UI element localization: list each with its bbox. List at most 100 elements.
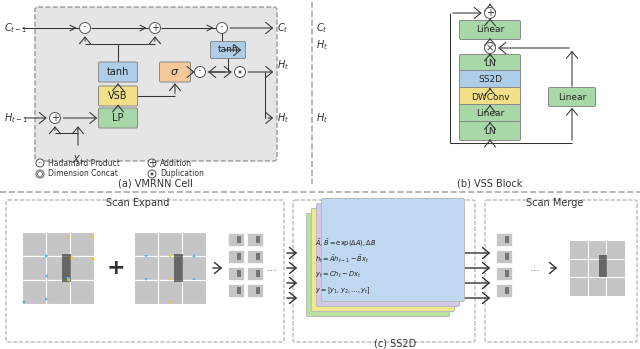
Text: +: + bbox=[151, 23, 159, 33]
Text: +: + bbox=[107, 258, 125, 278]
FancyArrow shape bbox=[45, 274, 68, 278]
Bar bbox=[228, 267, 244, 280]
Circle shape bbox=[79, 22, 90, 34]
Bar bbox=[134, 232, 158, 256]
FancyBboxPatch shape bbox=[293, 200, 475, 342]
Bar bbox=[158, 232, 182, 256]
Text: (a) VMRNN Cell: (a) VMRNN Cell bbox=[118, 179, 193, 189]
Text: $C_{t-1}$: $C_{t-1}$ bbox=[4, 21, 28, 35]
Bar bbox=[256, 236, 260, 243]
Bar bbox=[182, 232, 206, 256]
Text: tanh: tanh bbox=[107, 67, 129, 77]
Text: Hadamard Product: Hadamard Product bbox=[48, 158, 120, 168]
FancyArrow shape bbox=[144, 258, 148, 281]
FancyArrow shape bbox=[168, 235, 172, 258]
FancyBboxPatch shape bbox=[321, 199, 465, 302]
Text: tanh: tanh bbox=[218, 45, 238, 54]
Bar bbox=[569, 277, 588, 296]
FancyArrow shape bbox=[72, 257, 95, 261]
Text: $H_t$: $H_t$ bbox=[316, 38, 328, 52]
Bar bbox=[182, 256, 206, 280]
Bar bbox=[496, 233, 512, 246]
Text: LN: LN bbox=[484, 126, 496, 135]
Text: Duplication: Duplication bbox=[160, 170, 204, 178]
FancyArrow shape bbox=[70, 255, 74, 280]
FancyBboxPatch shape bbox=[317, 203, 460, 306]
Text: ·: · bbox=[220, 22, 224, 35]
Bar bbox=[228, 233, 244, 246]
Circle shape bbox=[148, 159, 156, 167]
Bar bbox=[569, 240, 588, 259]
FancyBboxPatch shape bbox=[485, 200, 637, 342]
FancyArrow shape bbox=[25, 254, 49, 258]
Circle shape bbox=[484, 7, 495, 18]
Bar bbox=[70, 256, 94, 280]
Circle shape bbox=[239, 70, 241, 74]
Bar bbox=[256, 253, 260, 260]
Bar bbox=[134, 256, 158, 280]
Text: LP: LP bbox=[112, 113, 124, 123]
Circle shape bbox=[216, 22, 227, 34]
Text: $y = [y_1, y_2, \ldots, y_t]$: $y = [y_1, y_2, \ldots, y_t]$ bbox=[315, 286, 371, 296]
Text: Linear: Linear bbox=[558, 92, 586, 102]
Bar bbox=[606, 277, 625, 296]
FancyBboxPatch shape bbox=[460, 88, 520, 106]
Text: $C_t$: $C_t$ bbox=[277, 21, 289, 35]
Text: ...: ... bbox=[267, 263, 277, 273]
Bar bbox=[158, 280, 182, 304]
Text: Linear: Linear bbox=[476, 110, 504, 119]
FancyBboxPatch shape bbox=[307, 214, 449, 317]
FancyBboxPatch shape bbox=[460, 21, 520, 39]
Bar bbox=[505, 269, 509, 277]
Bar bbox=[588, 277, 606, 296]
Bar bbox=[22, 280, 46, 304]
Text: ...: ... bbox=[529, 263, 540, 273]
Bar bbox=[70, 232, 94, 256]
Bar bbox=[22, 232, 46, 256]
FancyArrow shape bbox=[90, 235, 94, 259]
FancyBboxPatch shape bbox=[460, 104, 520, 124]
FancyBboxPatch shape bbox=[159, 62, 191, 82]
Bar bbox=[496, 267, 512, 280]
Text: $H_t$: $H_t$ bbox=[277, 58, 289, 72]
Bar bbox=[505, 253, 509, 260]
Text: $H_{t-1}$: $H_{t-1}$ bbox=[4, 111, 28, 125]
Bar bbox=[247, 284, 263, 297]
FancyBboxPatch shape bbox=[211, 42, 246, 59]
Text: $h_t = \bar{A}h_{t-1} - \bar{B}x_t$: $h_t = \bar{A}h_{t-1} - \bar{B}x_t$ bbox=[315, 253, 369, 265]
Text: S6 Block: S6 Block bbox=[372, 198, 414, 208]
Bar bbox=[46, 232, 70, 256]
Text: $\sigma$: $\sigma$ bbox=[170, 67, 180, 77]
FancyArrow shape bbox=[67, 235, 90, 239]
Text: ·: · bbox=[198, 66, 202, 79]
FancyBboxPatch shape bbox=[460, 70, 520, 89]
Circle shape bbox=[36, 170, 44, 178]
Text: (c) SS2D: (c) SS2D bbox=[374, 339, 416, 349]
Text: VSB: VSB bbox=[108, 91, 128, 101]
Bar bbox=[496, 284, 512, 297]
Bar bbox=[228, 250, 244, 263]
Text: Addition: Addition bbox=[160, 158, 192, 168]
Text: +: + bbox=[51, 113, 59, 123]
Bar bbox=[46, 256, 70, 280]
Text: Dimension Concat: Dimension Concat bbox=[48, 170, 118, 178]
Bar bbox=[256, 287, 260, 294]
Bar bbox=[228, 284, 244, 297]
Text: +: + bbox=[148, 158, 156, 168]
Bar bbox=[588, 259, 606, 277]
FancyBboxPatch shape bbox=[460, 121, 520, 141]
Text: +: + bbox=[486, 8, 494, 18]
Circle shape bbox=[195, 67, 205, 77]
Bar bbox=[237, 253, 241, 260]
Bar bbox=[158, 256, 182, 280]
Circle shape bbox=[148, 170, 156, 178]
Text: $H_t$: $H_t$ bbox=[316, 111, 328, 125]
FancyBboxPatch shape bbox=[312, 208, 454, 312]
Text: $H_t$: $H_t$ bbox=[277, 111, 289, 125]
FancyBboxPatch shape bbox=[99, 86, 138, 106]
Circle shape bbox=[49, 112, 61, 124]
Text: (b) VSS Block: (b) VSS Block bbox=[458, 179, 523, 189]
FancyArrow shape bbox=[67, 278, 90, 282]
Text: LN: LN bbox=[484, 59, 496, 68]
FancyArrow shape bbox=[144, 235, 148, 258]
